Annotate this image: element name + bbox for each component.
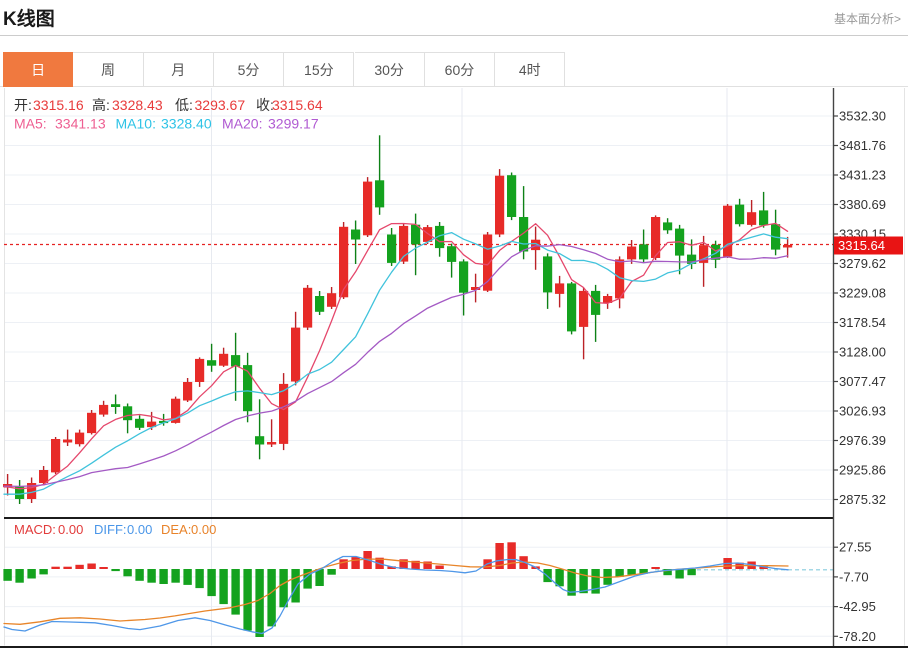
svg-text:-7.70: -7.70 [839,569,869,584]
svg-text:3026.93: 3026.93 [839,404,886,419]
svg-text:2875.32: 2875.32 [839,492,886,507]
svg-text:3532.30: 3532.30 [839,109,886,124]
svg-text:-42.95: -42.95 [839,599,876,614]
svg-text:2976.39: 2976.39 [839,433,886,448]
svg-text:-78.20: -78.20 [839,629,876,644]
svg-text:3315.64: 3315.64 [838,238,885,253]
svg-text:3380.69: 3380.69 [839,197,886,212]
svg-text:3077.47: 3077.47 [839,374,886,389]
svg-text:2925.86: 2925.86 [839,463,886,478]
svg-text:3279.62: 3279.62 [839,256,886,271]
svg-text:3178.54: 3178.54 [839,315,886,330]
svg-text:3431.23: 3431.23 [839,168,886,183]
svg-text:开:3315.16高:3328.43低:3293.67收:3: 开:3315.16 高: 3328.43 低: 3293.67 收:3315.64 [14,97,323,113]
svg-text:3229.08: 3229.08 [839,286,886,301]
svg-text:27.55: 27.55 [839,540,872,555]
svg-text:3481.76: 3481.76 [839,138,886,153]
svg-text:3128.00: 3128.00 [839,345,886,360]
